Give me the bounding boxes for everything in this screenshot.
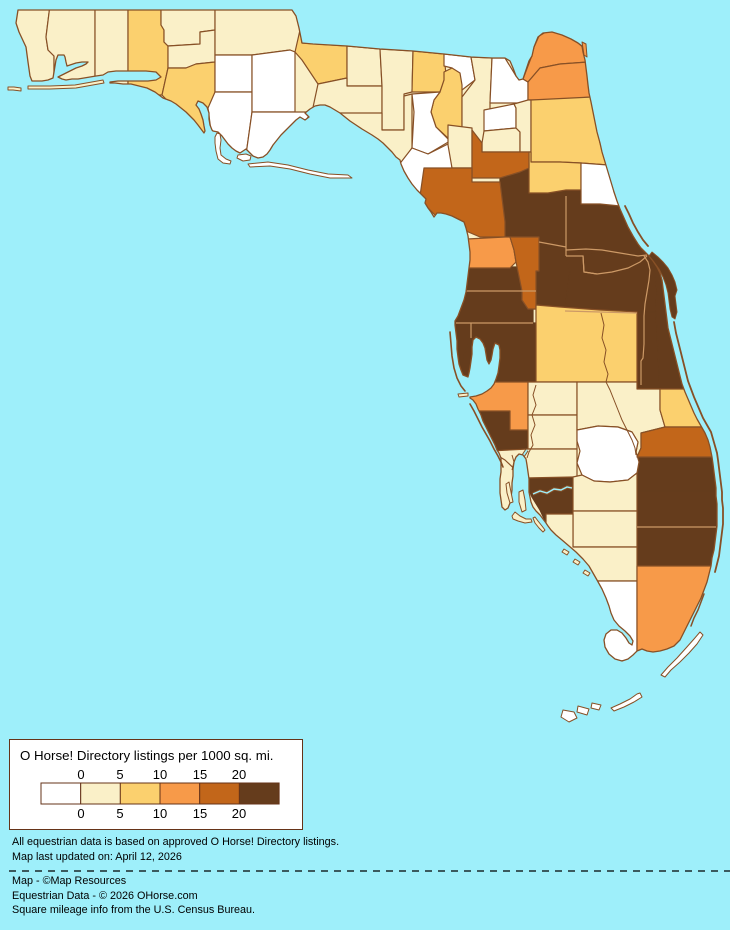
svg-text:20: 20 (232, 806, 246, 821)
svg-text:5: 5 (116, 767, 123, 782)
svg-text:15: 15 (193, 806, 207, 821)
svg-text:15: 15 (193, 767, 207, 782)
svg-text:All equestrian data is based o: All equestrian data is based on approved… (12, 836, 339, 848)
svg-text:10: 10 (153, 806, 167, 821)
svg-text:5: 5 (116, 806, 123, 821)
svg-text:20: 20 (232, 767, 246, 782)
svg-text:O Horse! Directory listings pe: O Horse! Directory listings per 1000 sq.… (20, 748, 273, 763)
svg-text:0: 0 (77, 767, 84, 782)
svg-text:Map - ©Map Resources: Map - ©Map Resources (12, 875, 127, 887)
svg-text:10: 10 (153, 767, 167, 782)
svg-text:0: 0 (77, 806, 84, 821)
svg-text:Map last updated on: April 12,: Map last updated on: April 12, 2026 (12, 851, 182, 863)
svg-text:Equestrian Data - © 2026 OHors: Equestrian Data - © 2026 OHorse.com (12, 890, 198, 902)
svg-text:Square mileage info from the U: Square mileage info from the U.S. Census… (12, 904, 255, 916)
